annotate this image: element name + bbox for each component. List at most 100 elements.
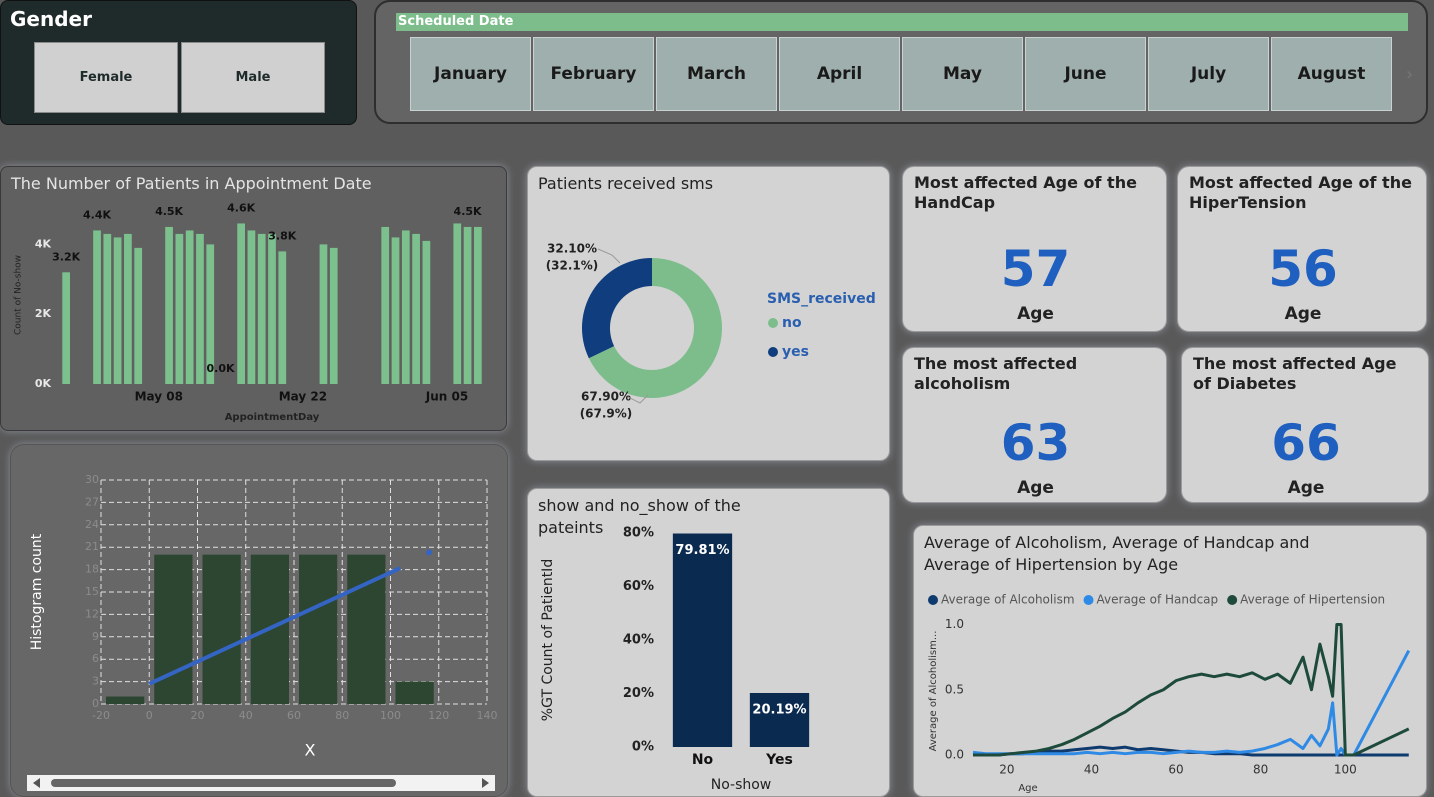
y-tick-label: 21: [85, 540, 99, 553]
line-series: [972, 649, 1411, 757]
bar: [165, 226, 173, 384]
leader-line: [597, 248, 621, 264]
x-tick-label: Jun 05: [425, 390, 468, 404]
value-label: 0.0K: [207, 362, 235, 375]
value-label: 20.19%: [752, 702, 806, 717]
card-title: Most affected Age of the HandCap: [914, 173, 1137, 212]
bar: [247, 230, 256, 384]
slicer-option[interactable]: March: [656, 37, 777, 111]
x-axis-label: X: [305, 741, 316, 760]
card-value: 66: [1271, 414, 1341, 472]
point: [426, 549, 433, 556]
value-label: 4.5K: [155, 205, 183, 218]
chart-title: Patients received sms: [538, 174, 714, 193]
y-tick-label: 80%: [623, 526, 654, 541]
y-tick-label: 0.0: [945, 748, 964, 762]
bar: [278, 251, 287, 384]
slicer-option[interactable]: Male: [181, 42, 325, 113]
legend-label: yes: [782, 344, 809, 360]
chart: 0% 20% 40% 60% 80% No 79.81% Yes 20.19% No-show %G…: [540, 526, 810, 793]
value-label: 3.2K: [52, 250, 80, 263]
y-tick-label: 27: [85, 495, 99, 508]
bar: [672, 533, 733, 747]
y-tick-label: 18: [85, 563, 99, 576]
x-tick-label: No: [692, 752, 714, 768]
slicer-option[interactable]: June: [1025, 37, 1146, 111]
bar: [401, 230, 410, 384]
x-tick-label: 80: [1253, 763, 1268, 777]
bar: [329, 247, 338, 384]
y-tick-label: 4K: [35, 237, 52, 250]
bar: [124, 233, 132, 384]
slicer-option[interactable]: Female: [34, 42, 178, 113]
legend-marker: [768, 347, 778, 357]
scroll-arrow[interactable]: ›: [1406, 64, 1414, 85]
card-unit: Age: [1284, 304, 1322, 324]
date-slicer: Scheduled Date › January February March Apr…: [374, 0, 1428, 124]
slicer-title: Scheduled Date: [396, 13, 1408, 31]
legend-label: Average of Hipertension: [1240, 593, 1385, 607]
x-tick-label: 0: [146, 709, 153, 722]
bar: [453, 223, 462, 384]
x-axis-label: Age: [1018, 783, 1037, 794]
legend-marker: [1083, 595, 1094, 605]
x-tick-label: 60: [1168, 763, 1183, 777]
bar: [268, 233, 276, 384]
x-tick-label: 20: [191, 709, 205, 722]
kpi-card: Most affected Age of the HandCap 57 Age: [902, 166, 1167, 332]
chart-title: Average of Alcoholism, Average of Handca…: [924, 533, 1310, 574]
slicer-option[interactable]: January: [410, 37, 531, 111]
y-axis-label: Histogram count: [29, 533, 45, 650]
scrollbar-thumb: [51, 779, 396, 787]
histogram-bar: [299, 554, 338, 704]
pie-slice: [582, 258, 652, 359]
bar: [134, 247, 143, 384]
bar: [175, 233, 184, 384]
y-tick-label: 40%: [623, 633, 654, 648]
x-tick-label: 40: [239, 709, 253, 722]
x-axis-label: AppointmentDay: [225, 412, 320, 423]
gender-slicer: Gender Female Male: [0, 0, 357, 125]
slicer-option[interactable]: February: [533, 37, 654, 111]
slicer-option[interactable]: August: [1271, 37, 1392, 111]
slicer-option[interactable]: April: [779, 37, 900, 111]
y-axis-label: %GT Count of PatientId: [540, 559, 556, 721]
y-tick-label: 6: [92, 652, 99, 665]
x-tick-label: May 22: [279, 390, 327, 404]
x-tick-label: 120: [428, 709, 449, 722]
bar: [412, 233, 420, 384]
card-title: The most affected Age of Diabetes: [1193, 354, 1397, 393]
bar: [319, 244, 328, 384]
bar: [206, 244, 215, 384]
y-tick-label: 60%: [623, 579, 654, 594]
value-label: 4.6K: [227, 201, 255, 214]
chart: 0K 2K 4K3.2K 4.4K May 08 4.5K 0.0K 4.6K 3.8K May …: [14, 201, 483, 423]
legend-marker: [1227, 595, 1238, 605]
card-value: 56: [1268, 240, 1338, 298]
y-tick-label: 0K: [35, 377, 52, 390]
x-tick-label: 80: [335, 709, 349, 722]
card-unit: Age: [1017, 304, 1054, 324]
value-label: 3.8K: [268, 229, 296, 242]
value-label: 79.81%: [675, 543, 729, 558]
slicer-option[interactable]: May: [902, 37, 1023, 111]
value-label: 4.4K: [83, 208, 111, 221]
y-tick-label: 15: [85, 585, 99, 598]
x-tick-label: 140: [477, 709, 498, 722]
chart-panel: 0.0 0.5 1.0 20 40 60 80 100 Average of Alcoholis…: [913, 525, 1427, 797]
bar: [185, 230, 194, 384]
x-tick-label: 40: [1084, 763, 1099, 777]
x-tick-label: 60: [287, 709, 301, 722]
bar: [237, 223, 245, 384]
value-label: 4.5K: [454, 205, 482, 218]
slicer-option[interactable]: July: [1148, 37, 1269, 111]
x-tick-label: Yes: [765, 752, 793, 768]
x-tick-label: -20: [92, 709, 110, 722]
chart-title: show and no_show of the pateints: [538, 496, 741, 537]
value-label: 67.90%: [581, 390, 631, 404]
card-title: The most affected alcoholism: [914, 354, 1078, 393]
kpi-card: Most affected Age of the HiperTension 56 A…: [1177, 166, 1427, 332]
bar: [103, 233, 112, 384]
y-tick-label: 20%: [623, 686, 654, 701]
